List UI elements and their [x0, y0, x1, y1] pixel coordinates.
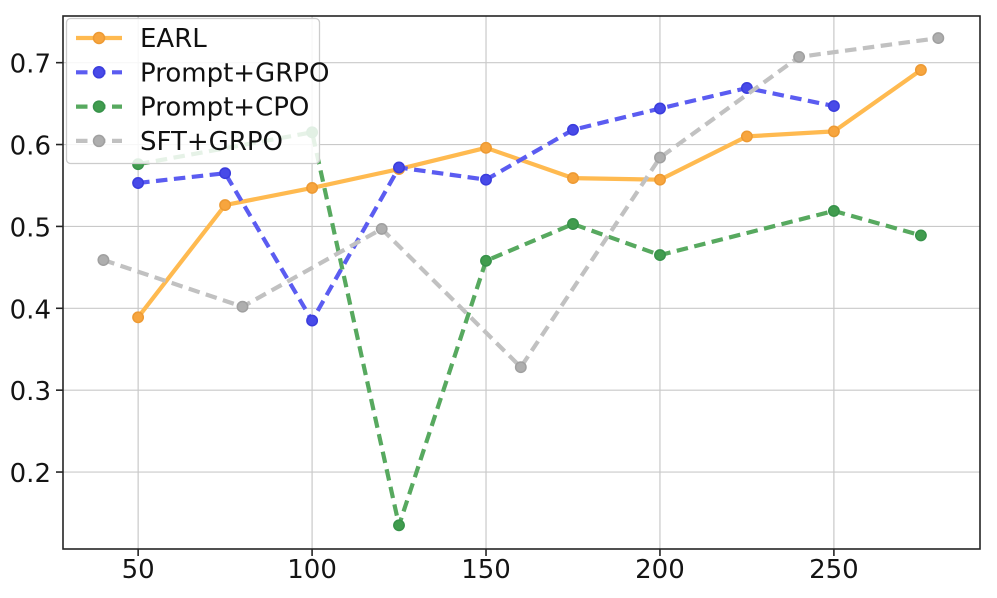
y-tick-label: 0.7: [10, 50, 51, 80]
y-tick-label: 0.3: [10, 377, 51, 407]
y-tick-label: 0.5: [10, 213, 51, 243]
data-point-marker: [914, 64, 927, 76]
data-point-marker: [654, 173, 666, 186]
data-point-marker: [914, 229, 927, 242]
data-point-marker: [480, 173, 492, 186]
legend-marker-sample: [92, 134, 106, 148]
legend-label: EARL: [140, 24, 207, 54]
legend-box: [65, 17, 321, 165]
data-point-marker: [132, 177, 145, 189]
series-line-prompt-cpo: [137, 130, 922, 528]
data-point-marker: [793, 50, 806, 63]
axes-border: [62, 15, 981, 550]
data-point-marker: [219, 199, 232, 212]
legend-marker-sample: [92, 31, 106, 45]
legend-item-prompt-cpo: Prompt+CPO: [76, 93, 309, 123]
data-point-marker: [393, 519, 405, 532]
data-point-marker: [375, 222, 388, 235]
data-point-marker: [393, 161, 405, 174]
data-point-marker: [132, 311, 145, 324]
data-point-marker: [306, 314, 319, 327]
data-point-marker: [219, 167, 232, 180]
data-point-marker: [236, 300, 249, 313]
y-tick-label: 0.6: [10, 132, 51, 162]
data-point-marker: [306, 181, 319, 194]
legend-item-prompt-grpo: Prompt+GRPO: [76, 58, 329, 88]
legend-item-earl: EARL: [76, 24, 207, 54]
legend-label: Prompt+CPO: [140, 93, 309, 123]
data-point-marker: [827, 100, 840, 113]
x-tick-label: 200: [635, 555, 685, 585]
x-tick-label: 250: [809, 555, 859, 585]
x-tick-label: 150: [461, 555, 511, 585]
data-point-marker: [480, 254, 492, 267]
data-point-marker: [740, 130, 753, 143]
y-tick-label: 0.2: [10, 459, 51, 489]
data-point-marker: [480, 141, 492, 154]
data-point-marker: [654, 249, 666, 262]
data-point-marker: [567, 218, 579, 230]
legend-label: SFT+GRPO: [140, 127, 283, 157]
data-point-marker: [97, 254, 110, 266]
data-point-marker: [932, 32, 945, 45]
series-line-earl: [136, 68, 923, 319]
y-tick-label: 0.4: [10, 295, 51, 325]
data-point-marker: [654, 151, 666, 164]
legend-marker-sample: [92, 66, 106, 79]
data-point-marker: [654, 102, 666, 115]
legend-item-sft-grpo: SFT+GRPO: [76, 127, 283, 157]
data-point-marker: [827, 125, 840, 138]
data-point-marker: [567, 123, 579, 136]
series-sft-grpo: [97, 32, 945, 374]
data-point-marker: [567, 172, 579, 185]
data-point-marker: [514, 361, 527, 374]
x-tick-label: 100: [287, 555, 337, 585]
data-point-marker: [827, 204, 840, 217]
legend-label: Prompt+GRPO: [140, 58, 329, 88]
legend: EARL Prompt+GRPO Prompt+CPO SFT+GRPO: [65, 17, 329, 165]
x-tick-label: 50: [122, 555, 155, 585]
legend-marker-sample: [92, 100, 106, 113]
